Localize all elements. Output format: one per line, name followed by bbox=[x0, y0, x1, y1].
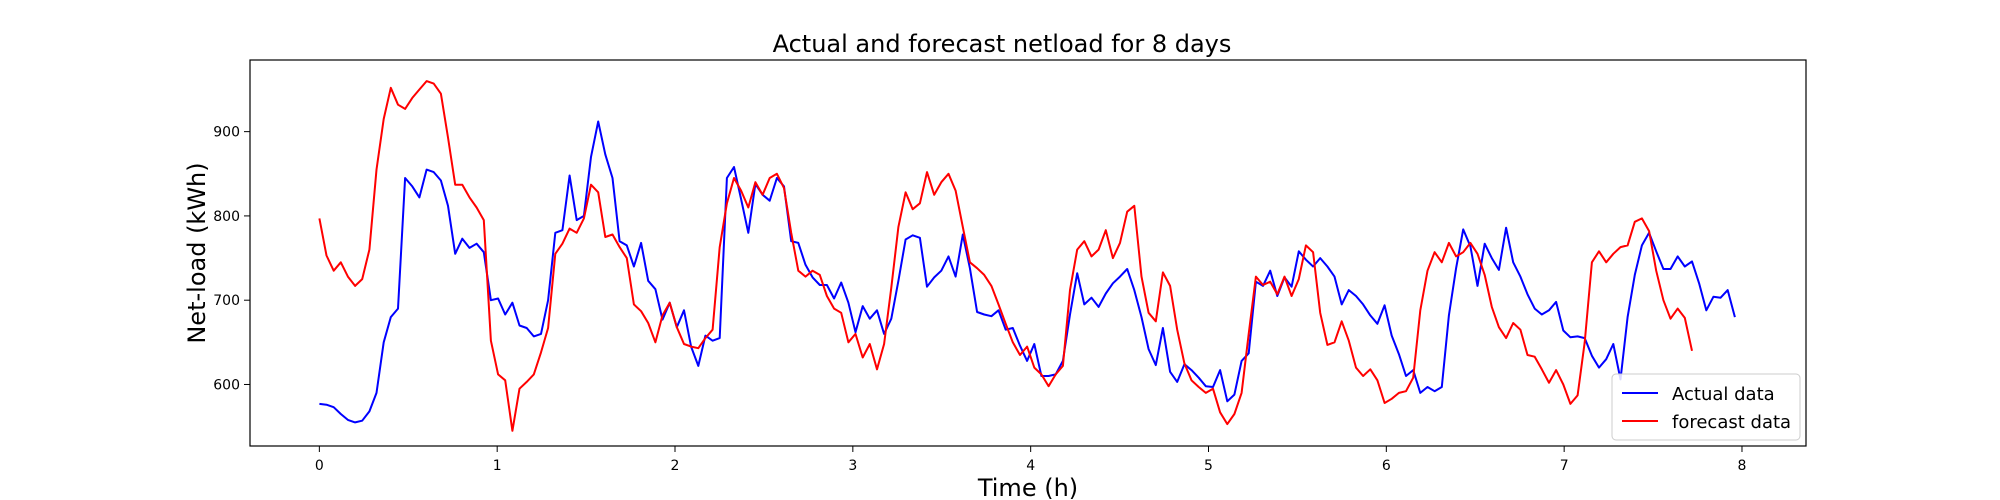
x-tick-label: 4 bbox=[1026, 458, 1035, 474]
plot-area bbox=[318, 80, 1736, 432]
legend-label-forecast: forecast data bbox=[1672, 412, 1791, 433]
x-tick-label: 8 bbox=[1738, 458, 1747, 474]
plot-frame bbox=[249, 59, 1807, 447]
x-tick-label: 1 bbox=[493, 458, 502, 474]
legend-label-actual: Actual data bbox=[1672, 384, 1775, 405]
legend-box bbox=[1611, 373, 1801, 441]
x-tick-label: 0 bbox=[315, 458, 324, 474]
x-tick-label: 7 bbox=[1560, 458, 1569, 474]
x-axis-label: Time (h) bbox=[977, 474, 1078, 500]
series-line-forecast bbox=[318, 80, 1693, 432]
chart-title: Actual and forecast netload for 8 days bbox=[773, 30, 1232, 58]
y-tick-label: 900 bbox=[213, 125, 240, 141]
y-tick-label: 700 bbox=[213, 293, 240, 309]
x-tick-label: 5 bbox=[1204, 458, 1213, 474]
x-tick-label: 6 bbox=[1382, 458, 1391, 474]
y-tick-label: 800 bbox=[213, 209, 240, 225]
legend: Actual data forecast data bbox=[1611, 373, 1801, 441]
y-axis-label: Net-load (kWh) bbox=[183, 162, 211, 343]
x-tick-label: 3 bbox=[848, 458, 857, 474]
y-tick-label: 600 bbox=[213, 377, 240, 393]
x-tick-label: 2 bbox=[671, 458, 680, 474]
x-axis: 0 1 2 3 4 5 6 7 8 bbox=[315, 446, 1747, 474]
y-axis: 600 700 800 900 bbox=[213, 125, 250, 393]
series-line-actual bbox=[319, 120, 1736, 424]
